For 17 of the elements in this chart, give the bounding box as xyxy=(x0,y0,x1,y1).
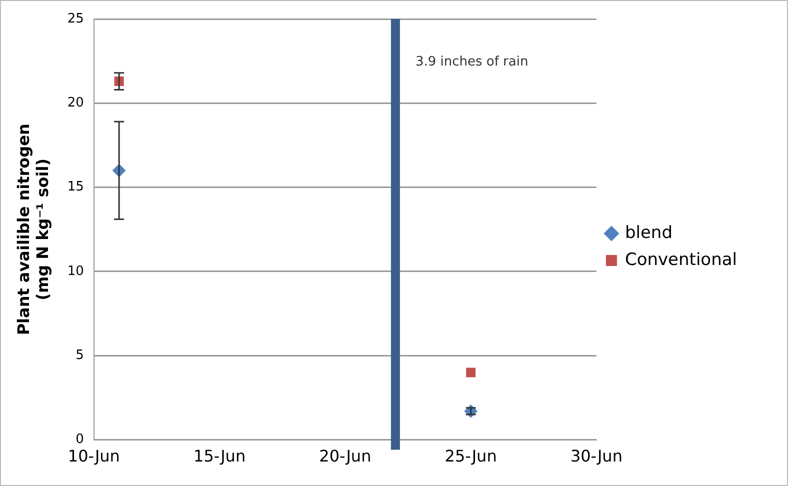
x-tick-label: 10-Jun xyxy=(68,446,120,466)
y-tick-label: 25 xyxy=(67,11,84,26)
y-tick-label: 20 xyxy=(67,96,84,111)
x-tick-label: 20-Jun xyxy=(319,446,372,466)
point xyxy=(466,368,476,378)
y-tick-label: 10 xyxy=(67,264,84,279)
legend-label: blend xyxy=(624,222,673,243)
legend-label: Conventional xyxy=(624,250,738,270)
y-axis-title: Plant availible nitrogen (mg N kg⁻¹ soil) xyxy=(14,124,52,336)
y-tick-label: 0 xyxy=(76,432,84,448)
x-tick-label: 15-Jun xyxy=(194,446,246,466)
y-tick-label: 5 xyxy=(76,348,84,364)
ref-line-label: 3.9 inches of rain xyxy=(415,54,528,70)
y-tick-label: 15 xyxy=(67,180,84,195)
x-tick-label: 25-Jun xyxy=(444,446,497,466)
point xyxy=(464,404,478,418)
x-tick-label: 30-Jun xyxy=(570,446,622,466)
